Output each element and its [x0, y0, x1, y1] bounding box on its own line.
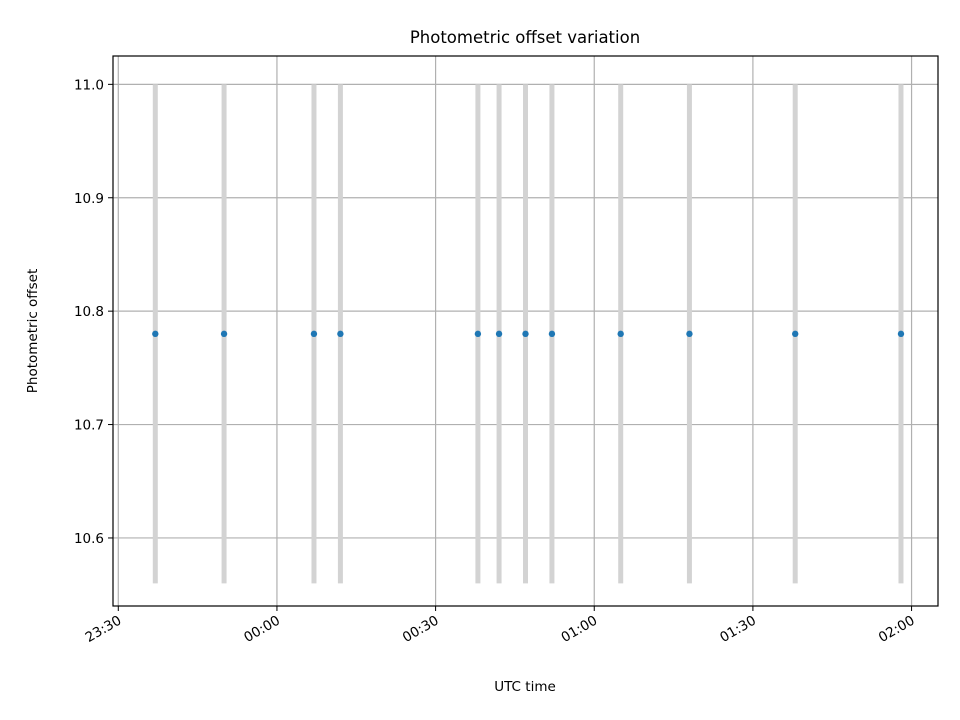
data-point [495, 330, 503, 338]
plot-frame [112, 55, 939, 607]
chart-title: Photometric offset variation [410, 28, 640, 47]
y-tick-label: 10.8 [74, 304, 104, 320]
data-point [310, 330, 318, 338]
data-point [522, 330, 529, 338]
data-point [152, 330, 159, 338]
data-point [548, 330, 556, 338]
data-point [220, 330, 228, 338]
y-axis-title: Photometric offset [25, 269, 41, 393]
y-tick-label: 10.6 [74, 531, 104, 547]
data-points [152, 330, 905, 338]
x-axis-title: UTC time [494, 679, 556, 695]
data-point [792, 330, 799, 338]
data-point [897, 330, 905, 338]
data-point [617, 330, 624, 338]
y-tick-label: 10.7 [74, 418, 104, 434]
data-point [474, 330, 482, 338]
data-point [337, 330, 344, 338]
y-tick-label: 11.0 [74, 77, 104, 93]
data-point [686, 330, 693, 338]
y-tick-label: 10.9 [74, 191, 104, 207]
